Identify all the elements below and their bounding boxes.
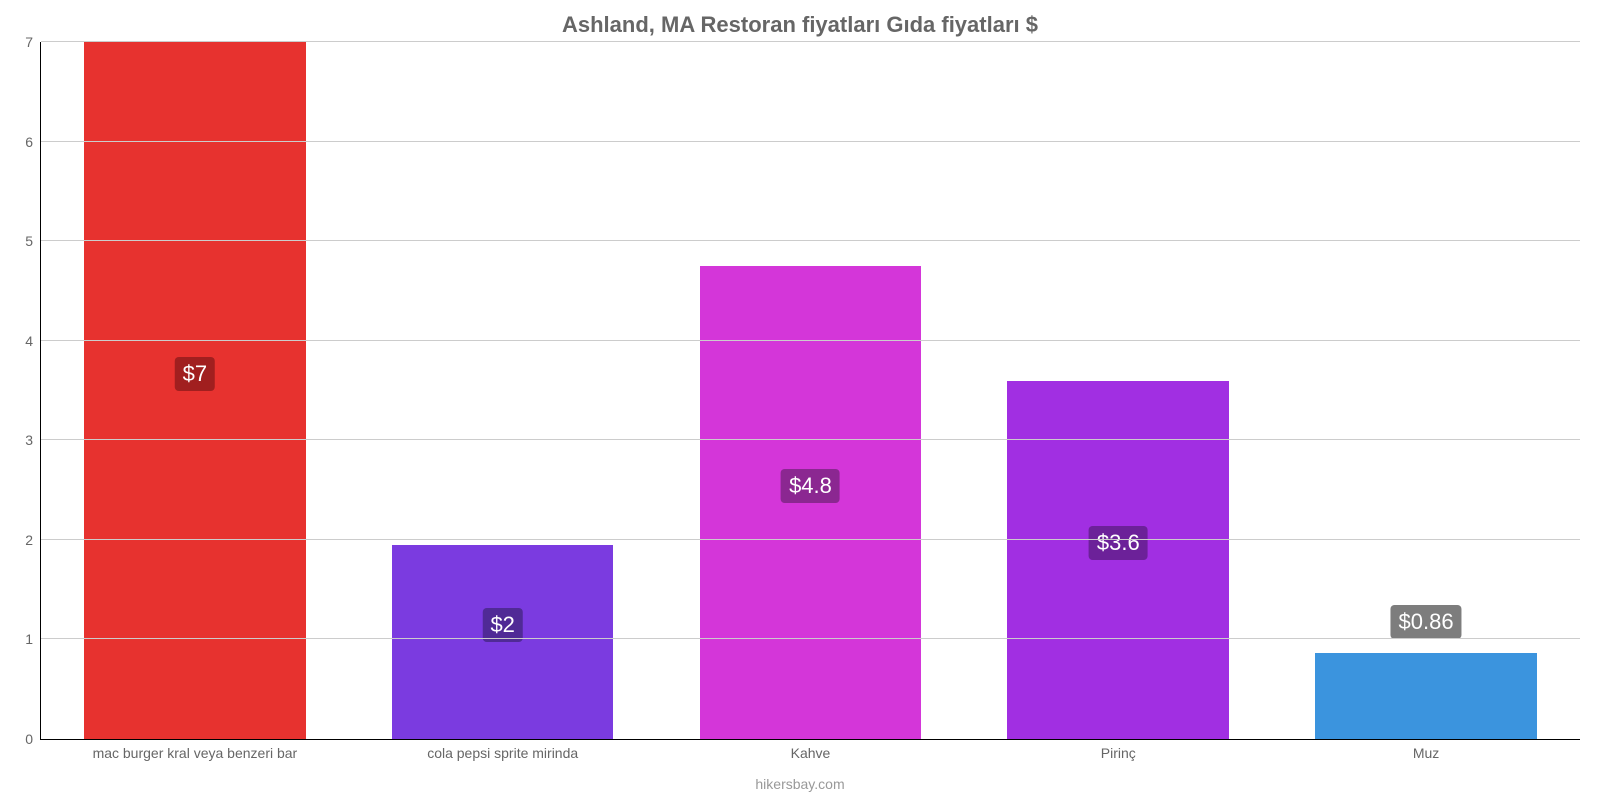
xtick-label: cola pepsi sprite mirinda: [427, 739, 578, 761]
gridline: [41, 539, 1580, 540]
gridline: [41, 41, 1580, 42]
value-badge: $0.86: [1391, 605, 1462, 639]
bar: [392, 545, 614, 739]
gridline: [41, 439, 1580, 440]
value-badge: $4.8: [781, 469, 840, 503]
value-badge: $3.6: [1089, 526, 1148, 560]
xtick-label: Pirinç: [1101, 739, 1136, 761]
bar-slot: $7mac burger kral veya benzeri bar: [41, 42, 349, 739]
xtick-label: mac burger kral veya benzeri bar: [93, 739, 298, 761]
gridline: [41, 141, 1580, 142]
chart-credit: hikersbay.com: [0, 776, 1600, 792]
value-badge: $7: [175, 357, 215, 391]
ytick-label: 2: [25, 532, 41, 548]
bars-container: $7mac burger kral veya benzeri bar$2cola…: [41, 42, 1580, 739]
ytick-label: 6: [25, 134, 41, 150]
bar: [84, 42, 306, 739]
ytick-label: 3: [25, 432, 41, 448]
price-bar-chart: Ashland, MA Restoran fiyatları Gıda fiya…: [0, 0, 1600, 800]
bar-slot: $4.8Kahve: [657, 42, 965, 739]
xtick-label: Muz: [1413, 739, 1439, 761]
bar-slot: $3.6Pirinç: [964, 42, 1272, 739]
plot-area: $7mac burger kral veya benzeri bar$2cola…: [40, 42, 1580, 740]
gridline: [41, 240, 1580, 241]
xtick-label: Kahve: [791, 739, 831, 761]
bar: [1315, 653, 1537, 739]
ytick-label: 4: [25, 333, 41, 349]
ytick-label: 5: [25, 233, 41, 249]
ytick-label: 1: [25, 631, 41, 647]
gridline: [41, 638, 1580, 639]
ytick-label: 0: [25, 731, 41, 747]
bar-slot: $2cola pepsi sprite mirinda: [349, 42, 657, 739]
ytick-label: 7: [25, 34, 41, 50]
bar-slot: $0.86Muz: [1272, 42, 1580, 739]
gridline: [41, 340, 1580, 341]
value-badge: $2: [482, 608, 522, 642]
chart-title: Ashland, MA Restoran fiyatları Gıda fiya…: [0, 12, 1600, 38]
